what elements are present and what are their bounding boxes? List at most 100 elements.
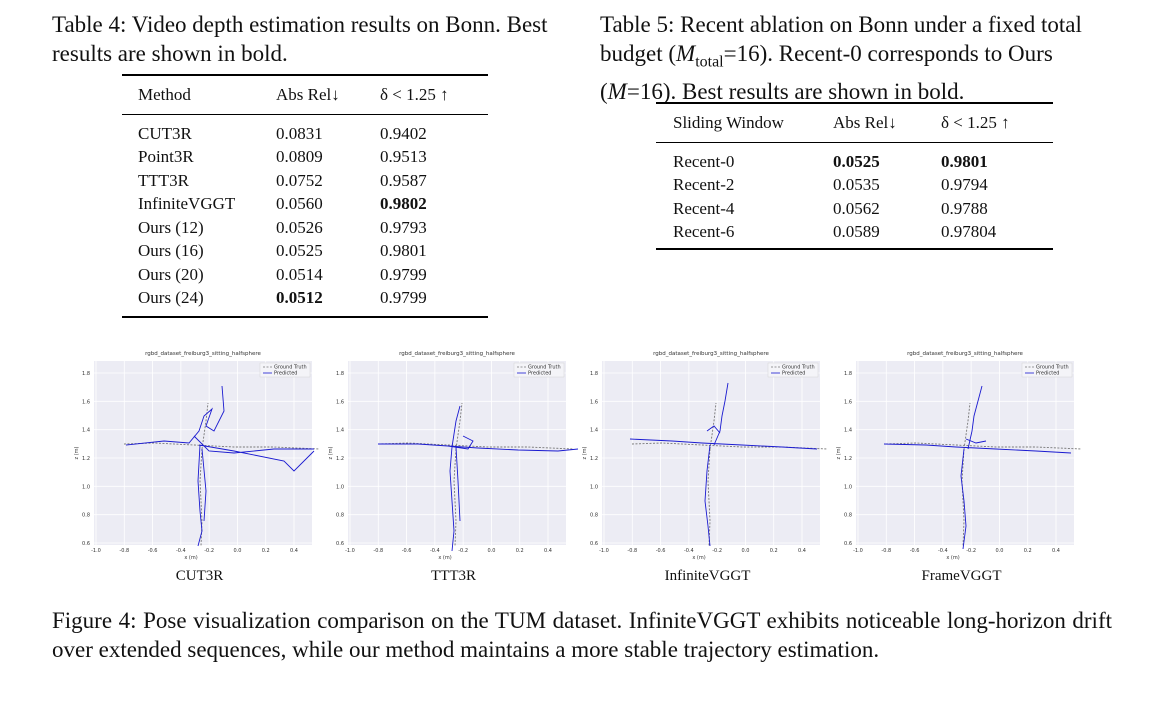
y-tick-label: 0.8 (590, 513, 598, 519)
table5-header-absrel: Abs Rel↓ (833, 103, 941, 143)
plot-title: rgbd_dataset_freiburg3_sitting_halfspher… (145, 351, 261, 357)
y-tick-label: 0.6 (82, 541, 90, 547)
table5: Sliding Window Abs Rel↓ δ < 1.25 ↑ Recen… (656, 102, 1053, 250)
x-tick-label: -0.4 (176, 548, 186, 554)
x-tick-label: -0.2 (458, 548, 468, 554)
table-cell: InfiniteVGGT (138, 194, 236, 214)
plot-svg: -1.0 -0.8 -0.6 -0.4 -0.2 0.0 0.2 0.4 1.8 1.6 1.4 1.… (328, 351, 579, 561)
trajectory-plot-framevggt: -1.0 -0.8 -0.6 -0.4 -0.2 0.0 0.2 0.4 1.8 1.6 1.4 1.… (834, 345, 1089, 565)
x-tick-label: -1.0 (91, 548, 101, 554)
y-tick-label: 1.8 (336, 371, 344, 377)
table-cell: 0.9513 (380, 147, 427, 167)
table4-header-delta: δ < 1.25 ↑ (380, 75, 488, 115)
table4-header-method: Method (122, 75, 276, 115)
x-tick-label: 0.2 (262, 548, 270, 554)
table-cell: Recent-2 (673, 175, 735, 195)
plot-area (94, 361, 312, 545)
trajectory-plot-cut3r: -1.0 -0.8 -0.6 -0.4 -0.2 0.0 0.2 0.4 1.8 1.6 1.4 1.… (72, 345, 327, 565)
ground-truth-trajectory (885, 402, 1082, 547)
table-row: Recent-6 0.0589 0.97804 (656, 221, 1053, 250)
y-tick-label: 0.8 (336, 513, 344, 519)
plot-svg: -1.0 -0.8 -0.6 -0.4 -0.2 0.0 0.2 0.4 1.8 1.6 1.4 1.… (74, 351, 320, 561)
table-cell: Recent-4 (673, 198, 735, 218)
table-cell: Ours (24) (138, 288, 204, 308)
y-tick-label: 0.6 (844, 541, 852, 547)
subfigure-label-infinitevggt: InfiniteVGGT (664, 568, 751, 584)
table5-caption-part2: =16). Recent-0 corresponds to Ours ( (600, 41, 1053, 104)
table-cell: 0.0752 (276, 170, 323, 190)
table-cell: 0.9799 (380, 264, 427, 284)
y-tick-label: 1.0 (844, 484, 852, 490)
table-row: TTT3R 0.0752 0.9587 (122, 169, 488, 193)
y-tick-label: 1.4 (336, 428, 344, 434)
table-cell: 0.9793 (380, 217, 427, 237)
plot-area (602, 361, 820, 545)
x-tick-label: 0.4 (290, 548, 298, 554)
table5-caption-m: M (676, 41, 696, 66)
table-cell-best: 0.9802 (380, 194, 427, 214)
table-row: Ours (12) 0.0526 0.9793 (122, 216, 488, 240)
table-cell: 0.9794 (941, 175, 988, 195)
table-cell: 0.9801 (380, 241, 427, 261)
x-tick-label: 0.2 (1024, 548, 1032, 554)
x-axis-label: x (m) (692, 555, 705, 561)
x-tick-label: -0.4 (430, 548, 440, 554)
y-tick-label: 1.4 (82, 428, 90, 434)
table-cell: 0.9799 (380, 288, 427, 308)
legend-predicted-label: Predicted (782, 371, 805, 377)
subfigure-label-cut3r: CUT3R (175, 568, 224, 584)
x-tick-label: -0.6 (656, 548, 666, 554)
x-axis-label: x (m) (438, 555, 451, 561)
table4-caption: Table 4: Video depth estimation results … (52, 12, 548, 66)
predicted-trajectory (629, 382, 818, 547)
figure4-caption: Figure 4: Pose visualization comparison … (52, 608, 1112, 662)
y-tick-label: 1.0 (336, 484, 344, 490)
x-tick-label: -0.8 (627, 548, 637, 554)
table5-caption-part3: =16). Best results are shown in bold. (626, 78, 965, 104)
y-tick-label: 1.4 (590, 428, 598, 434)
table-cell-best: 0.0525 (833, 151, 880, 171)
y-tick-label: 1.6 (336, 399, 344, 405)
table-row: Ours (24) 0.0512 0.9799 (122, 287, 488, 318)
table-cell: Recent-0 (673, 151, 735, 171)
y-tick-label: 0.6 (590, 541, 598, 547)
plot-title: rgbd_dataset_freiburg3_sitting_halfspher… (399, 351, 515, 357)
y-tick-label: 1.2 (336, 456, 344, 462)
table-cell: 0.0562 (833, 198, 880, 218)
y-axis-label: z (m) (582, 446, 588, 459)
y-axis-label: z (m) (74, 446, 80, 459)
y-tick-label: 1.2 (82, 456, 90, 462)
y-tick-label: 1.0 (590, 484, 598, 490)
y-tick-label: 1.0 (82, 484, 90, 490)
x-tick-label: 0.2 (516, 548, 524, 554)
table4-header-row: Method Abs Rel↓ δ < 1.25 ↑ (122, 75, 488, 115)
x-tick-label: 0.0 (741, 548, 749, 554)
legend-predicted-label: Predicted (274, 371, 297, 377)
table5-caption-sub: total (695, 53, 724, 71)
y-axis-label: z (m) (328, 446, 334, 459)
table-cell: CUT3R (138, 123, 192, 143)
predicted-trajectory (378, 405, 579, 552)
x-tick-label: -1.0 (345, 548, 355, 554)
predicted-trajectory (883, 385, 1072, 550)
ground-truth-trajectory (377, 402, 574, 547)
x-tick-label: 0.4 (798, 548, 806, 554)
x-tick-label: -0.2 (204, 548, 214, 554)
legend-ground-truth-label: Ground Truth (274, 365, 307, 371)
table-cell: Recent-6 (673, 222, 735, 242)
table-row: Recent-0 0.0525 0.9801 (656, 143, 1053, 174)
table-cell-best: 0.0512 (276, 288, 323, 308)
y-tick-label: 0.8 (844, 513, 852, 519)
y-tick-label: 1.8 (82, 371, 90, 377)
x-tick-label: -0.4 (938, 548, 948, 554)
plot-svg: -1.0 -0.8 -0.6 -0.4 -0.2 0.0 0.2 0.4 1.8 1.6 1.4 1.… (836, 351, 1082, 561)
plot-area (348, 361, 566, 545)
table-cell: Ours (20) (138, 264, 204, 284)
table-cell: Ours (12) (138, 217, 204, 237)
x-tick-label: -0.6 (910, 548, 920, 554)
y-tick-label: 1.8 (844, 371, 852, 377)
table-cell: 0.0831 (276, 123, 323, 143)
x-tick-label: -1.0 (599, 548, 609, 554)
